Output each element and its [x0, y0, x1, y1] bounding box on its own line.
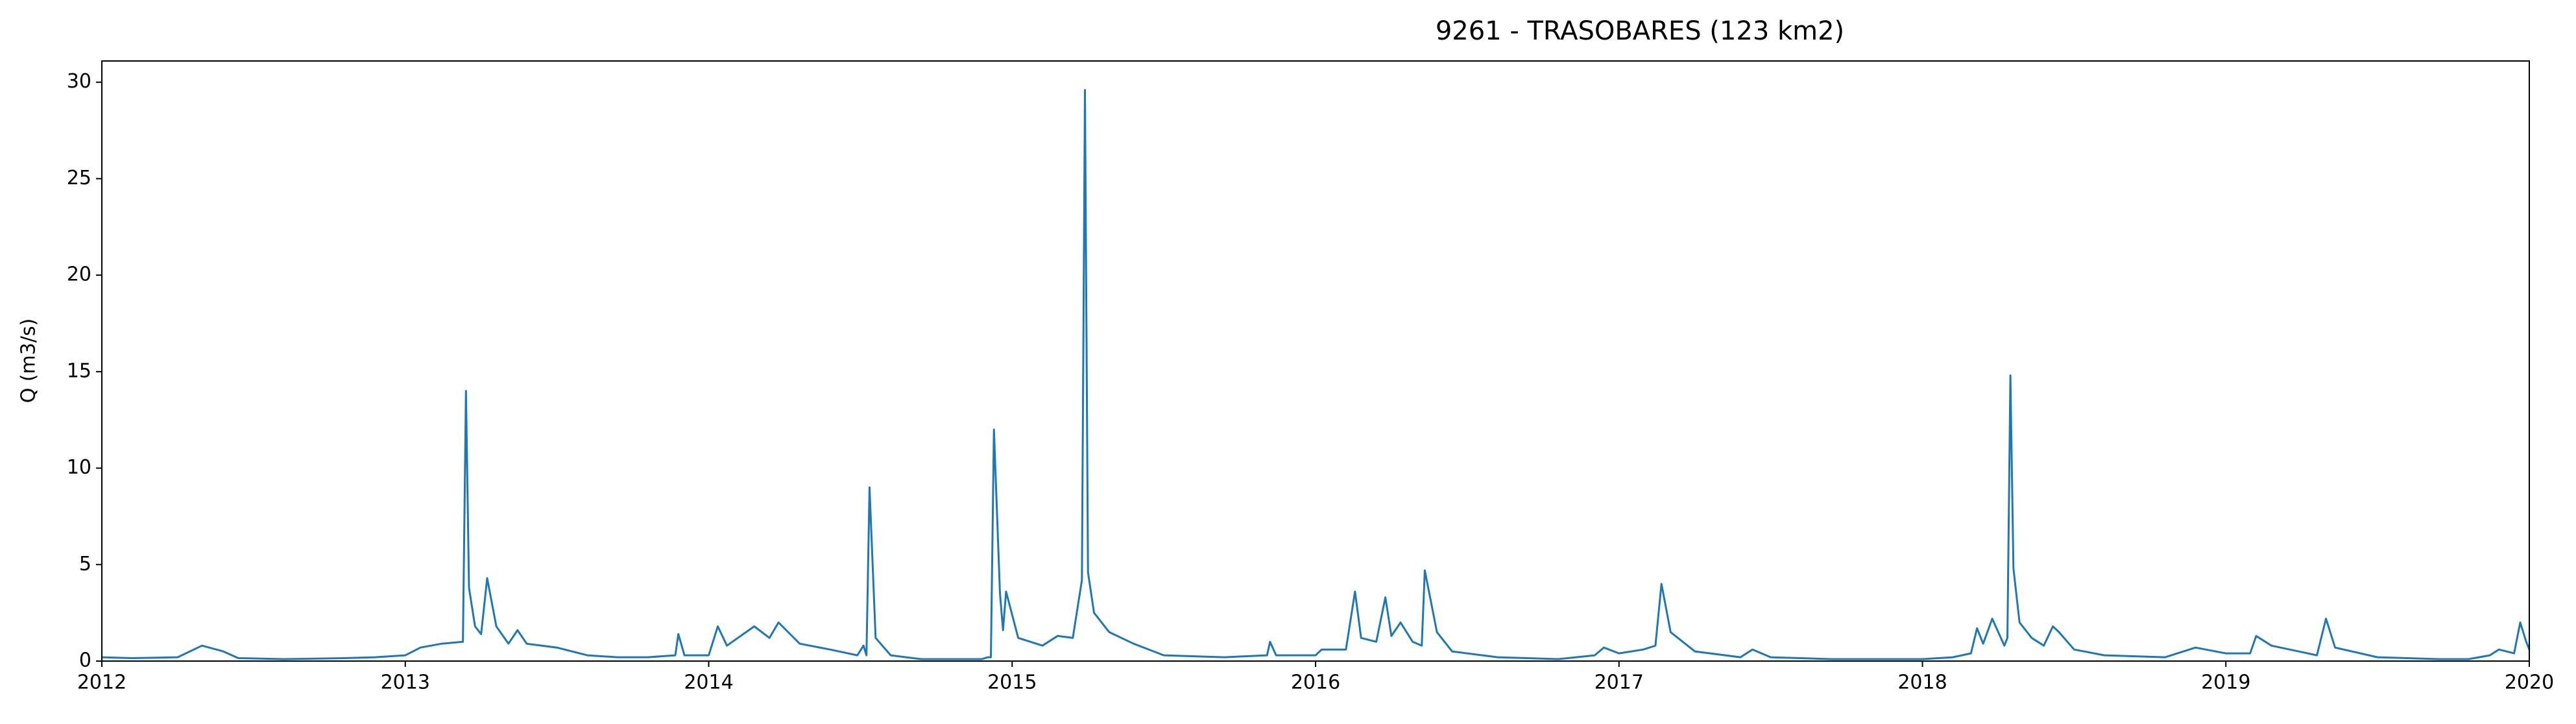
y-axis-label: Q (m3/s) — [18, 319, 40, 404]
y-tick-label: 25 — [67, 167, 91, 189]
y-tick-label: 10 — [67, 456, 91, 479]
flow-line — [101, 89, 2531, 660]
x-tick-label: 2016 — [1291, 671, 1340, 694]
y-tick-label: 5 — [79, 553, 91, 575]
x-tick-label: 2017 — [1595, 671, 1644, 694]
x-tick-label: 2013 — [381, 671, 430, 694]
plot-frame — [101, 60, 2530, 662]
y-tick-label: 30 — [67, 70, 91, 93]
x-tick-label: 2015 — [987, 671, 1037, 694]
y-tick-label: 0 — [79, 649, 91, 672]
chart-title: 9261 - TRASOBARES (123 km2) — [1436, 16, 1844, 46]
y-tick-label: 20 — [67, 263, 91, 286]
x-tick-label: 2012 — [77, 671, 126, 694]
x-tick-label: 2020 — [2505, 671, 2554, 694]
x-tick-label: 2014 — [684, 671, 733, 694]
x-tick-label: 2019 — [2201, 671, 2250, 694]
x-tick-label: 2018 — [1897, 671, 1947, 694]
y-tick-label: 15 — [67, 359, 91, 382]
